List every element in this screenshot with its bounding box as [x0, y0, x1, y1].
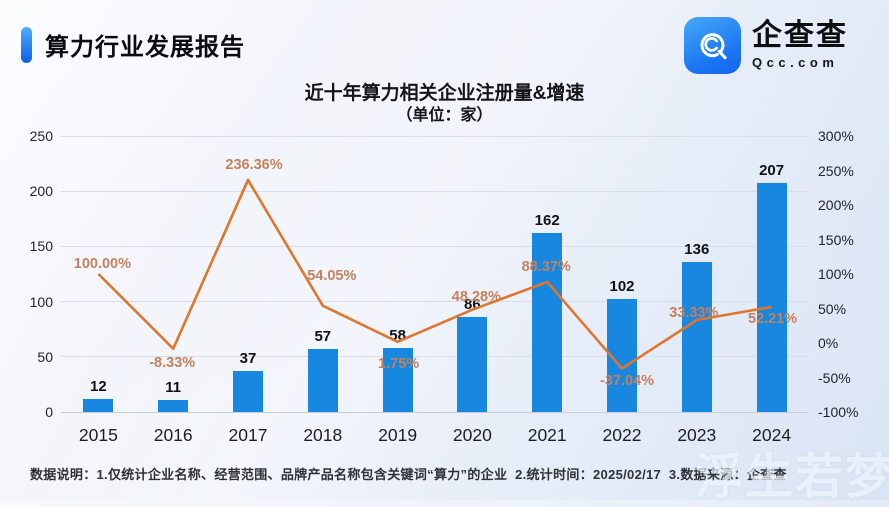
plot-area: 12 11 37 57 58 86 162 102 136 207 100.00% -8.33% 236…: [61, 135, 809, 413]
gridline: [61, 356, 809, 358]
x-axis-label: 2017: [228, 425, 268, 445]
left-axis-tick-label: 50: [37, 348, 53, 365]
qcc-logo-icon: [684, 17, 741, 74]
growth-rate-label: 236.36%: [225, 156, 283, 173]
chart-title: 近十年算力相关企业注册量&增速: [304, 83, 585, 104]
bar-value-label: 102: [609, 278, 635, 296]
right-axis-tick-label: 50%: [818, 300, 847, 317]
bar-2017: [233, 371, 263, 412]
growth-rate-label: 54.05%: [307, 267, 357, 284]
left-axis-tick-label: 100: [29, 293, 53, 310]
right-axis-tick-label: 0%: [818, 335, 839, 351]
bar-2024: [756, 183, 787, 412]
x-axis-label: 2019: [378, 425, 418, 445]
bar-2016: [158, 399, 189, 412]
x-axis-label: 2024: [752, 425, 792, 445]
x-axis-label: 2015: [78, 425, 118, 445]
growth-rate-label: 100.00%: [73, 256, 132, 272]
bar-2015: [83, 398, 114, 412]
growth-rate-label: 52.21%: [748, 310, 798, 327]
qcc-logo-domain: Qcc.com: [752, 55, 839, 70]
x-axis-label: 2021: [527, 425, 567, 445]
bar-value-label: 37: [239, 350, 257, 368]
right-axis-tick-label: 200%: [818, 197, 854, 213]
gridline: [61, 245, 809, 247]
growth-line-chart: [97, 178, 772, 370]
page-title: 算力行业发展报告: [45, 34, 245, 61]
left-axis-tick-label: 0: [45, 404, 53, 420]
growth-rate-label: 48.28%: [451, 288, 501, 305]
bar-value-label: 136: [684, 240, 710, 258]
right-axis-tick-label: 300%: [818, 128, 854, 144]
bar-2021: [532, 233, 563, 412]
chart-subtitle: （单位：家）: [396, 107, 493, 124]
left-axis-tick-label: 250: [29, 128, 53, 144]
bar-value-label: 162: [534, 212, 560, 230]
right-axis-tick-label: 250%: [818, 162, 854, 179]
right-axis-tick-label: -50%: [818, 369, 851, 386]
growth-rate-label: 33.33%: [669, 305, 719, 321]
bar-2019: [382, 347, 413, 412]
x-axis-label: 2023: [677, 425, 717, 445]
growth-line: [97, 178, 772, 370]
growth-rate-label: -37.04%: [599, 372, 655, 389]
bar-2018: [307, 349, 338, 412]
bar-value-label: 12: [90, 377, 107, 395]
gridline: [61, 301, 809, 303]
qcc-logo-name: 企查查: [752, 19, 848, 52]
bar-value-label: 11: [165, 378, 182, 396]
bar-2023: [681, 261, 712, 412]
bar-2020: [457, 317, 488, 412]
magnifier-q-icon: [700, 32, 727, 59]
left-axis-tick-label: 150: [29, 238, 53, 255]
bar-value-label: 57: [314, 328, 332, 346]
qcc-logo-text: 企查查 Qcc.com: [752, 19, 848, 71]
right-axis-tick-label: 100%: [818, 266, 854, 282]
right-axis-tick-label: 150%: [818, 231, 854, 248]
gridline: [61, 411, 809, 413]
x-axis-label: 2018: [303, 425, 343, 445]
left-axis-tick-label: 200: [29, 183, 53, 200]
bar-value-label: 207: [759, 162, 785, 180]
x-axis-label: 2022: [602, 425, 642, 445]
growth-rate-label: 1.75%: [378, 355, 420, 372]
growth-rate-label: 88.37%: [521, 259, 571, 276]
x-axis-label: 2020: [452, 425, 492, 445]
qcc-logo: 企查查 Qcc.com: [684, 17, 848, 74]
header-accent-bar: [21, 27, 32, 63]
gridline: [61, 190, 809, 192]
right-axis-tick-label: -100%: [818, 404, 859, 420]
data-note: 数据说明：1.仅统计企业名称、经营范围、品牌产品名称包含关键词“算力”的企业 2…: [30, 467, 787, 482]
x-axis-label: 2016: [153, 425, 193, 445]
growth-rate-label: -8.33%: [149, 354, 196, 371]
gridline: [61, 135, 809, 137]
